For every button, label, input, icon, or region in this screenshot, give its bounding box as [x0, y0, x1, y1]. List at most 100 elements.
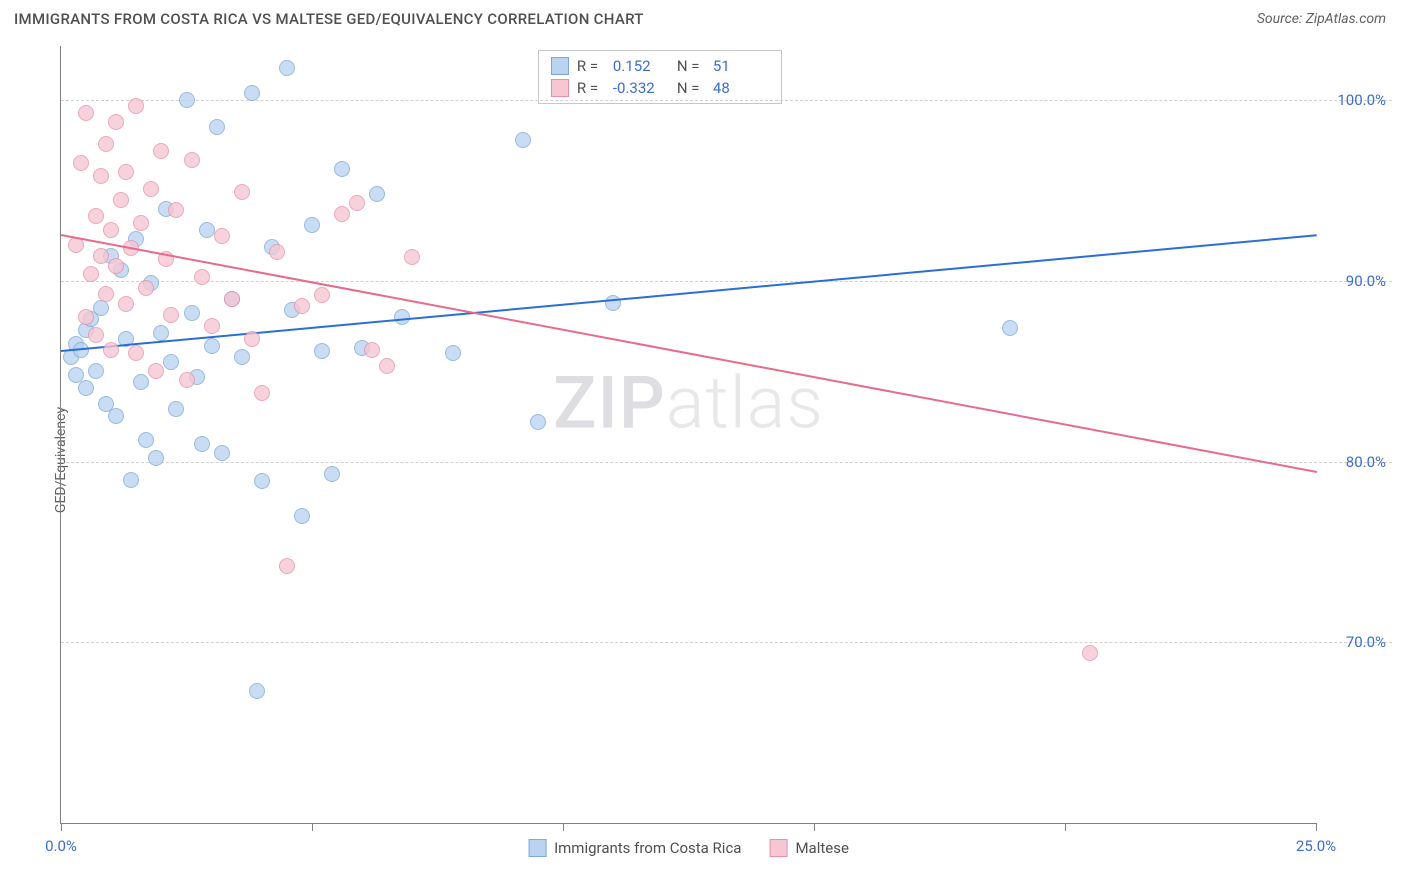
scatter-point — [83, 266, 99, 282]
scatter-point — [334, 161, 350, 177]
scatter-point — [138, 432, 154, 448]
scatter-point — [133, 374, 149, 390]
scatter-point — [404, 249, 420, 265]
scatter-point — [1002, 320, 1018, 336]
scatter-point — [314, 343, 330, 359]
gridline — [61, 281, 1392, 282]
legend-swatch — [528, 839, 546, 857]
legend-series-label: Immigrants from Costa Rica — [554, 839, 741, 857]
scatter-point — [103, 342, 119, 358]
y-tick-label: 90.0% — [1346, 272, 1386, 290]
scatter-point — [98, 136, 114, 152]
scatter-point — [199, 222, 215, 238]
scatter-point — [214, 445, 230, 461]
scatter-point — [224, 291, 240, 307]
r-value: 0.152 — [613, 57, 669, 75]
scatter-point — [184, 305, 200, 321]
n-value: 51 — [713, 57, 769, 75]
scatter-point — [153, 325, 169, 341]
legend-series-item: Maltese — [769, 839, 848, 857]
scatter-point — [194, 269, 210, 285]
scatter-point — [78, 105, 94, 121]
scatter-point — [98, 286, 114, 302]
chart-container: GED/Equivalency ZIPatlas R =0.152N =51R … — [14, 42, 1392, 878]
y-tick-label: 80.0% — [1346, 453, 1386, 471]
scatter-point — [148, 450, 164, 466]
scatter-point — [168, 401, 184, 417]
scatter-point — [279, 60, 295, 76]
n-label: N = — [677, 79, 705, 97]
scatter-point — [324, 466, 340, 482]
scatter-point — [269, 244, 285, 260]
scatter-point — [445, 345, 461, 361]
scatter-point — [605, 295, 621, 311]
scatter-point — [349, 195, 365, 211]
x-tick — [312, 823, 313, 831]
scatter-point — [108, 258, 124, 274]
scatter-point — [179, 372, 195, 388]
scatter-point — [93, 168, 109, 184]
scatter-point — [163, 354, 179, 370]
x-tick — [563, 823, 564, 831]
scatter-point — [234, 184, 250, 200]
scatter-point — [138, 280, 154, 296]
scatter-point — [254, 385, 270, 401]
n-label: N = — [677, 57, 705, 75]
scatter-point — [88, 208, 104, 224]
r-value: -0.332 — [613, 79, 669, 97]
plot-area: ZIPatlas R =0.152N =51R =-0.332N =48 Imm… — [60, 46, 1316, 824]
r-label: R = — [577, 79, 605, 97]
scatter-point — [214, 228, 230, 244]
y-tick-label: 70.0% — [1346, 633, 1386, 651]
scatter-point — [78, 309, 94, 325]
scatter-point — [93, 248, 109, 264]
scatter-point — [179, 92, 195, 108]
scatter-point — [234, 349, 250, 365]
scatter-point — [364, 342, 380, 358]
scatter-point — [304, 217, 320, 233]
scatter-point — [314, 287, 330, 303]
scatter-point — [123, 472, 139, 488]
scatter-point — [153, 143, 169, 159]
scatter-point — [244, 85, 260, 101]
scatter-point — [294, 298, 310, 314]
scatter-point — [108, 114, 124, 130]
scatter-point — [379, 358, 395, 374]
scatter-point — [73, 155, 89, 171]
gridline — [61, 462, 1392, 463]
x-tick — [1316, 823, 1317, 831]
scatter-point — [515, 132, 531, 148]
scatter-point — [133, 215, 149, 231]
scatter-point — [254, 473, 270, 489]
x-tick — [814, 823, 815, 831]
scatter-point — [88, 363, 104, 379]
legend-correlation-row: R = 0.152 N = 51 — [551, 55, 769, 77]
r-label: R = — [577, 57, 605, 75]
scatter-point — [279, 558, 295, 574]
gridline — [61, 100, 1392, 101]
scatter-point — [108, 408, 124, 424]
scatter-point — [118, 296, 134, 312]
legend-swatch — [551, 57, 569, 75]
scatter-point — [88, 327, 104, 343]
legend-correlation-row: R =-0.332N =48 — [551, 77, 769, 99]
scatter-point — [530, 414, 546, 430]
x-tick — [61, 823, 62, 831]
scatter-point — [334, 206, 350, 222]
watermark: ZIPatlas — [553, 361, 824, 446]
gridline — [61, 642, 1392, 643]
scatter-point — [143, 181, 159, 197]
scatter-point — [93, 300, 109, 316]
y-tick-label: 100.0% — [1337, 91, 1386, 109]
chart-title: IMMIGRANTS FROM COSTA RICA VS MALTESE GE… — [14, 10, 644, 28]
scatter-point — [118, 164, 134, 180]
correlation-legend: R =0.152N =51R =-0.332N =48 — [538, 50, 782, 104]
scatter-point — [103, 222, 119, 238]
scatter-point — [128, 98, 144, 114]
legend-series-item: Immigrants from Costa Rica — [528, 839, 741, 857]
scatter-point — [163, 307, 179, 323]
scatter-point — [209, 119, 225, 135]
x-tick-label: 25.0% — [1296, 837, 1336, 855]
legend-series-label: Maltese — [795, 839, 848, 857]
scatter-point — [204, 318, 220, 334]
